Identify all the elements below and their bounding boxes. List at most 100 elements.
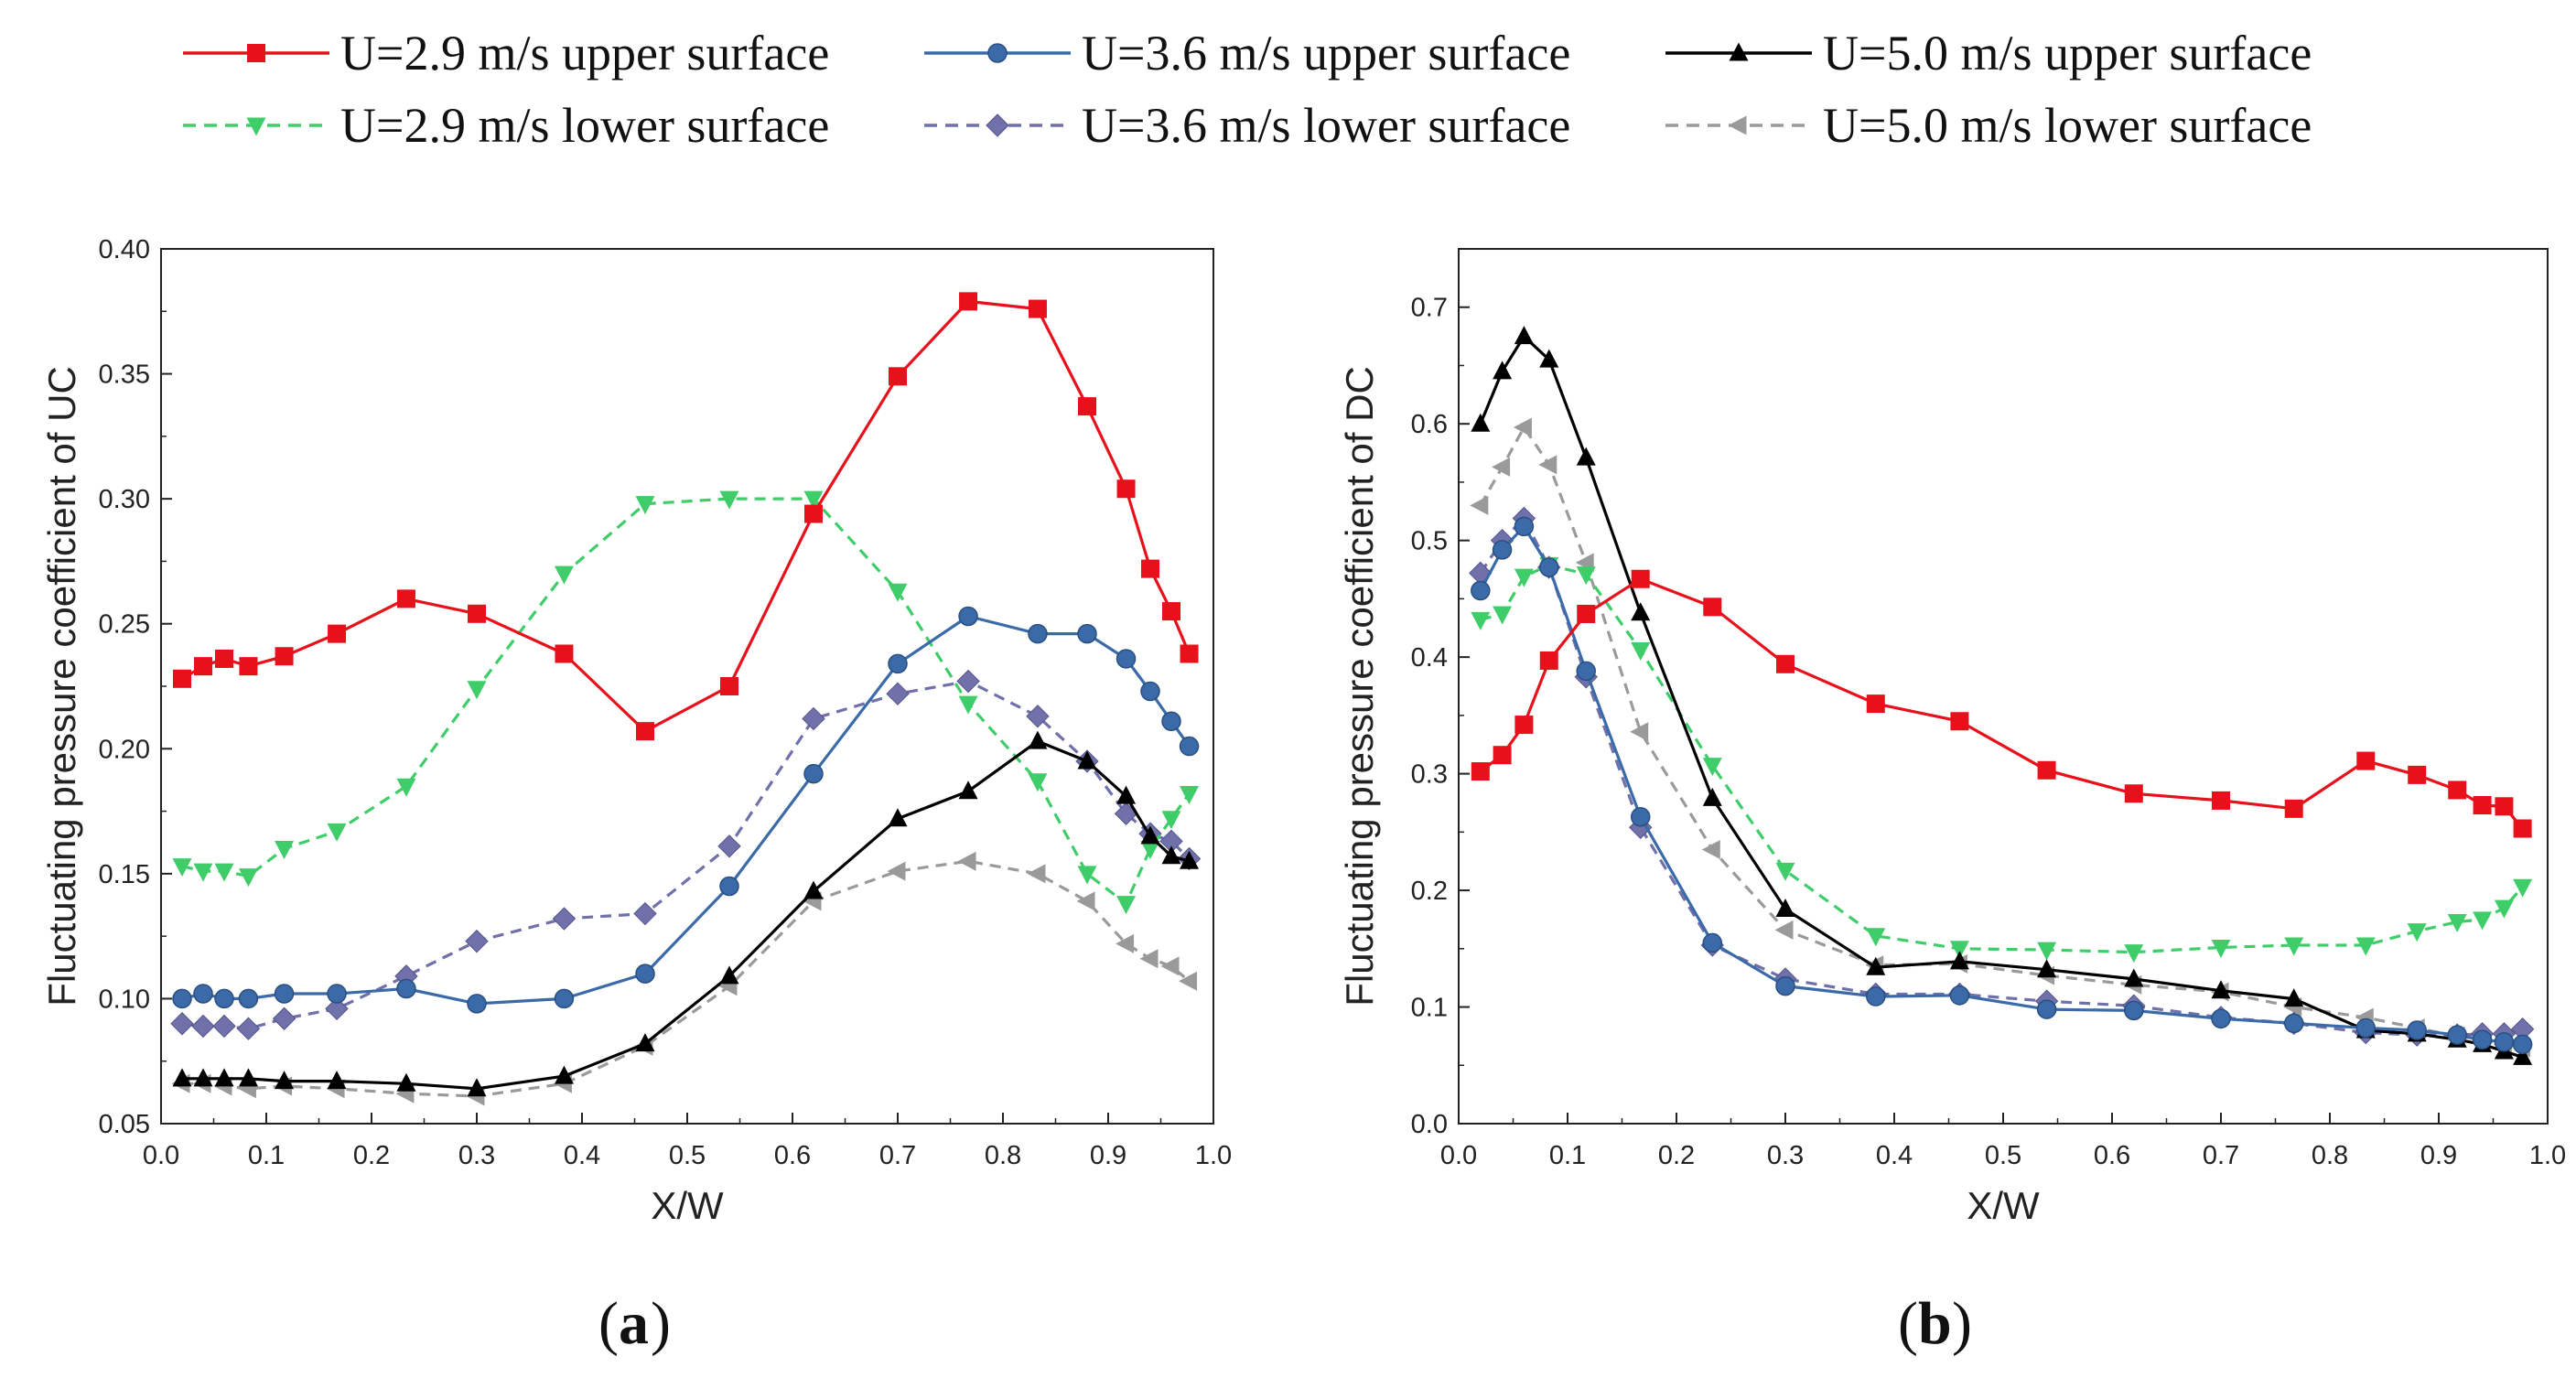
data-point-a-u50_upper-6 [396,1072,416,1092]
x-axis-label-b: X/W [1967,1184,2040,1227]
data-point-b-u29_lower-5 [1631,641,1651,661]
data-point-b-u36_upper-8 [1866,986,1886,1007]
y-tick-label-b-2: 0.2 [1411,877,1448,906]
x-tick-label-a-6: 0.6 [774,1141,811,1170]
data-point-b-u29_upper-6 [1703,597,1722,617]
data-point-a-u29_upper-6 [396,589,415,608]
x-tick-label-a-4: 0.4 [564,1141,600,1170]
data-point-b-u29_upper-16 [2448,781,2467,800]
data-point-a-u50_upper-1 [193,1068,213,1087]
data-point-b-u29_upper-17 [2473,796,2492,815]
data-point-a-u36_upper-17 [1140,681,1160,702]
data-point-a-u29_upper-14 [1028,299,1047,318]
panel-letter-a: a [619,1290,649,1357]
data-point-a-u36_lower-12 [886,682,910,705]
data-point-b-u50_upper-2 [1514,326,1534,345]
data-point-b-u29_upper-7 [1776,654,1795,673]
series-a-u36_upper [172,606,1200,1014]
series-a-u50_upper [172,730,1200,1097]
data-point-a-u29_lower-17 [1140,841,1160,860]
x-tick-label-a-10: 1.0 [1195,1141,1232,1170]
data-point-a-u50_lower-19 [1179,971,1198,991]
panel-label-a: ( [598,1290,619,1357]
data-point-a-u29_upper-10 [720,677,738,695]
x-tick-label-a-0: 0.0 [143,1141,179,1170]
data-point-b-u50_upper-5 [1631,602,1651,621]
data-point-a-u29_lower-14 [1028,773,1048,792]
y-tick-label-b-3: 0.3 [1411,760,1448,790]
x-tick-label-a-8: 0.8 [985,1141,1021,1170]
data-point-a-u29_upper-8 [555,644,574,663]
x-tick-label-b-1: 0.1 [1549,1141,1586,1170]
data-point-a-u29_upper-11 [804,504,823,523]
y-axis-label-b: Fluctuating pressure coefficient of DC [1338,366,1381,1007]
x-tick-label-b-6: 0.6 [2094,1141,2130,1170]
data-point-a-u29_upper-13 [959,292,978,311]
series-b-u36_upper [1471,516,2533,1055]
x-tick-label-b-3: 0.3 [1767,1141,1804,1170]
x-tick-label-a-7: 0.7 [879,1141,916,1170]
data-point-b-u36_upper-10 [2036,999,2057,1019]
data-point-a-u50_upper-7 [467,1078,487,1097]
data-point-b-u29_upper-0 [1471,762,1490,781]
data-point-a-u50_lower-13 [957,851,976,871]
legend-marker-u36_upper [987,43,1008,63]
data-point-b-u29_lower-16 [2447,913,2467,932]
data-point-b-u29_lower-2 [1514,568,1534,587]
data-point-a-u29_upper-3 [239,657,258,676]
data-point-a-u29_upper-4 [275,647,294,666]
data-point-b-u29_upper-12 [2212,791,2230,810]
data-point-b-u50_lower-0 [1470,495,1489,515]
y-tick-label-b-1: 0.1 [1411,994,1448,1023]
x-tick-label-b-4: 0.4 [1876,1141,1913,1170]
series-line-a-u50_upper [182,739,1190,1091]
data-point-b-u36_upper-4 [1576,661,1596,682]
data-point-b-u29_lower-8 [1866,928,1886,947]
data-point-b-u36_upper-18 [2494,1032,2515,1052]
data-point-a-u36_lower-13 [956,669,980,694]
data-point-a-u36_upper-12 [888,653,908,674]
data-point-a-u29_lower-5 [327,823,347,842]
data-point-a-u36_lower-3 [236,1017,261,1040]
series-a-u50_lower [171,851,1198,1106]
data-point-a-u50_upper-11 [803,880,824,899]
data-point-a-u29_lower-2 [214,863,234,882]
data-point-a-u29_lower-6 [396,778,416,797]
data-point-b-u36_upper-1 [1492,540,1513,560]
data-point-b-u50_upper-19 [2513,1046,2533,1065]
data-point-b-u36_upper-5 [1630,807,1651,827]
data-point-a-u50_upper-3 [238,1068,258,1087]
data-point-b-u29_lower-17 [2473,911,2493,931]
data-point-a-u36_upper-16 [1116,649,1137,669]
data-point-a-u36_upper-11 [803,763,824,784]
data-point-a-u50_upper-8 [554,1065,574,1084]
data-point-b-u29_upper-8 [1866,694,1885,714]
data-point-a-u29_upper-5 [328,624,347,643]
data-point-b-u36_upper-0 [1471,580,1491,601]
data-point-a-u36_upper-10 [719,876,739,897]
data-point-a-u36_lower-11 [802,706,825,731]
series-line-a-u29_lower [181,497,1191,906]
y-tick-label-b-6: 0.6 [1411,410,1448,439]
data-point-b-u50_upper-8 [1866,956,1886,975]
data-point-a-u36_upper-1 [193,984,213,1004]
data-point-a-u29_lower-0 [172,858,192,877]
x-tick-label-b-0: 0.0 [1440,1141,1477,1170]
data-point-b-u50_lower-2 [1513,417,1532,437]
data-point-a-u36_lower-9 [633,901,657,926]
data-point-b-u36_upper-19 [2512,1034,2533,1055]
panel-close-a: ) [651,1290,671,1357]
data-point-b-u29_upper-10 [2037,760,2056,780]
data-point-b-u36_upper-3 [1539,557,1559,577]
data-point-a-u29_lower-8 [554,565,574,585]
data-point-b-u29_upper-2 [1514,716,1534,735]
data-point-a-u50_upper-12 [888,808,908,827]
data-point-a-u36_lower-1 [191,1014,215,1039]
data-point-a-u29_lower-15 [1077,866,1097,885]
data-point-b-u50_lower-6 [1701,839,1720,859]
data-point-a-u36_upper-5 [327,984,347,1004]
data-point-a-u36_lower-5 [325,996,349,1021]
data-point-b-u50_upper-9 [1949,951,1969,970]
data-point-a-u36_upper-15 [1077,623,1097,644]
x-tick-label-a-9: 0.9 [1090,1141,1126,1170]
